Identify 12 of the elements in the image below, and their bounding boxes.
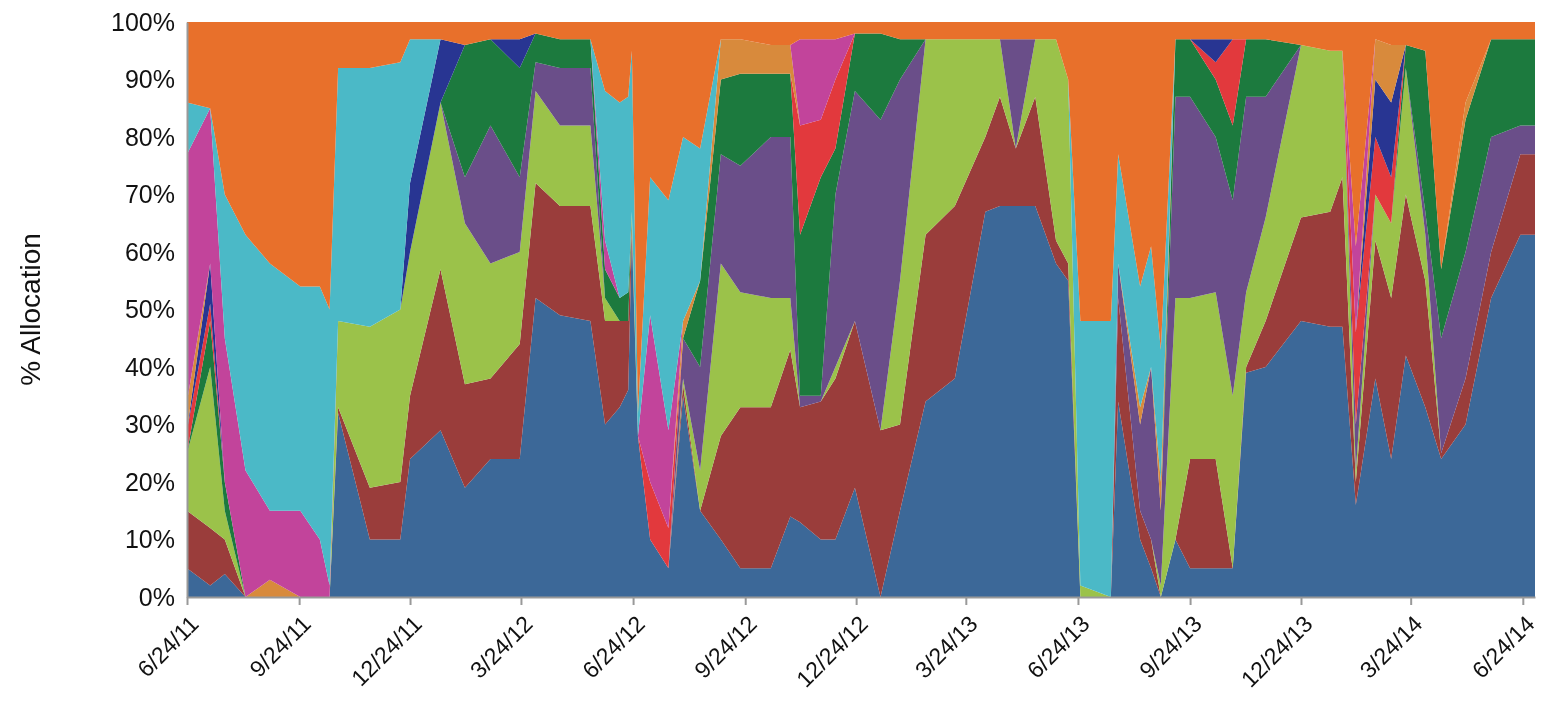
y-tick-label: 90% <box>124 65 175 93</box>
y-tick-label: 70% <box>124 180 175 208</box>
y-tick-label: 20% <box>124 467 175 496</box>
y-tick-label: 60% <box>124 237 175 266</box>
y-tick-label: 50% <box>124 295 175 323</box>
y-tick-label: 0% <box>138 582 175 611</box>
y-tick-label: 80% <box>124 122 175 151</box>
y-tick-label: 40% <box>124 352 175 381</box>
y-axis-title: % Allocation <box>15 233 46 386</box>
y-tick-label: 30% <box>124 410 175 438</box>
y-tick-label: 10% <box>124 525 175 553</box>
y-tick-label: 100% <box>111 7 175 36</box>
